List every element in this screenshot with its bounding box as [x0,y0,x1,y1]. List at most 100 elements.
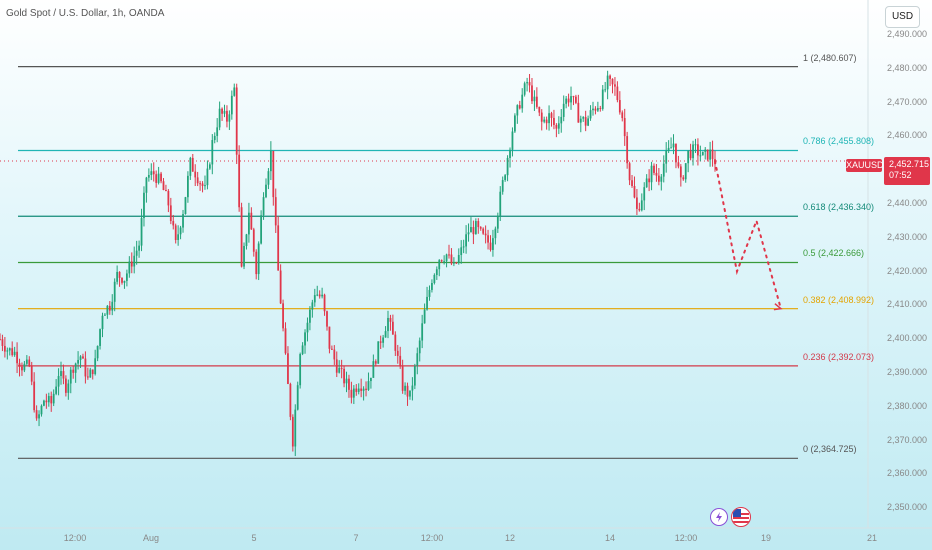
candle-body [150,171,153,175]
candle-body [545,119,548,124]
candle-body [179,227,182,235]
candle-body [667,147,670,151]
candle-body [692,144,694,159]
candle-body [694,144,697,146]
candle-body [628,163,631,181]
candle-body [350,389,353,398]
candle-body [277,225,280,271]
candle-body [257,243,260,275]
candle-body [704,149,707,152]
candle-body [435,269,438,275]
candle-body [238,154,241,208]
candle-body [279,270,282,304]
candle-body [133,255,136,267]
candle-body [592,108,594,111]
candle-body [35,410,38,419]
candle-body [470,227,472,233]
candle-body [479,227,482,229]
candle-body [399,355,402,367]
candle-body [47,396,50,403]
lightning-icon[interactable] [710,508,728,526]
candle-body [274,197,277,226]
candle-body [418,340,421,354]
candle-body [340,367,343,369]
countdown-timer: 07:52 [889,170,912,180]
candle-body [272,150,275,198]
fib-level-label: 0.382 (2,408.992) [803,294,875,305]
candle-body [50,396,53,404]
candle-body [184,197,187,215]
candle-body [421,323,424,341]
candle-body [143,192,145,219]
candle-body [565,98,568,104]
price-tick-label: 2,410.000 [887,299,928,310]
candle-body [318,294,321,297]
candle-body [216,127,219,136]
candle-body [599,108,602,110]
candle-body [540,112,543,122]
candle-body [526,82,528,84]
candle-body [165,190,167,192]
time-tick-label: 5 [251,533,257,543]
candle-body [299,354,302,386]
candle-body [370,377,372,382]
candle-body [653,165,655,173]
candle-body [226,110,228,122]
price-tick-label: 2,490.000 [887,28,928,39]
candle-body [518,105,521,109]
candle-body [348,378,350,390]
candle-body [513,115,516,132]
candle-body [294,409,297,447]
candle-body [521,94,524,109]
candle-body [633,186,636,198]
candle-body [84,358,87,377]
price-tick-label: 2,350.000 [887,502,928,513]
candle-body [553,117,555,125]
price-tick-label: 2,370.000 [887,434,928,445]
candle-body [440,260,443,262]
candle-body [472,227,475,235]
us-flag-icon[interactable] [731,507,751,527]
candle-body [338,367,341,373]
candle-body [601,89,604,109]
candle-body [328,326,331,349]
candle-body [670,147,672,149]
currency-button[interactable]: USD [885,6,920,28]
candle-body [509,149,511,158]
candle-body [535,96,538,107]
candle-body [531,85,533,102]
candle-body [140,218,143,246]
time-tick-label: 12 [504,533,516,543]
candle-body [40,405,43,415]
candle-body [411,385,414,391]
candle-body [706,149,709,160]
candle-body [91,369,94,375]
candle-body [3,345,6,352]
candle-body [267,171,270,185]
candle-body [548,113,550,124]
candle-body [689,150,692,159]
candle-body [452,262,455,264]
fib-level-label: 0.618 (2,436.340) [803,202,875,213]
candle-body [250,212,253,230]
candle-body [582,117,585,119]
time-tick-label: 12:00 [420,533,444,543]
price-tick-label: 2,380.000 [887,400,928,411]
candle-body [423,309,426,324]
candle-body [86,376,89,378]
candle-body [191,157,194,172]
candle-body [467,232,470,235]
candle-body [316,294,319,296]
candle-body [309,309,311,323]
candle-body [511,131,514,150]
candle-body [616,86,619,101]
candle-body [496,215,499,229]
candle-body [30,365,33,382]
candle-body [594,108,597,111]
projection-path [714,159,782,310]
candle-body [106,305,109,315]
candle-body [631,180,633,187]
candle-body [611,78,614,85]
